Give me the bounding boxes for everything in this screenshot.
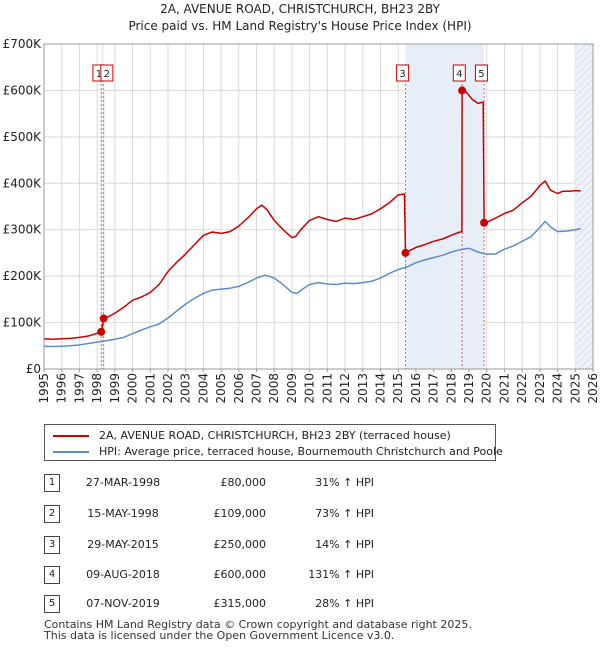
y-tick-label: £600K [3, 83, 43, 97]
y-tick-label: £400K [3, 176, 43, 190]
x-tick-label: 2023 [533, 373, 547, 404]
transaction-price: £250,000 [213, 538, 267, 551]
x-tick-label: 2015 [391, 373, 405, 404]
y-tick-label: £0 [26, 362, 41, 376]
transaction-date: 07-NOV-2019 [86, 597, 160, 610]
marker-box-2 [100, 64, 114, 82]
x-tick-label: 2020 [480, 373, 494, 404]
x-tick-label: 2019 [462, 373, 476, 404]
x-tick-label: 2000 [126, 373, 140, 404]
x-tick-label: 2013 [356, 373, 370, 404]
transaction-number: 1 [44, 474, 60, 492]
y-tick-label: £500K [3, 130, 43, 144]
marker-label-5: 5 [478, 69, 484, 80]
marker-label-3: 3 [399, 69, 405, 80]
plot-frame [43, 43, 594, 370]
transaction-date: 29-MAY-2015 [87, 538, 159, 551]
marker-box-5 [474, 64, 488, 82]
marker-label-2: 2 [104, 69, 110, 80]
transaction-date: 09-AUG-2018 [86, 568, 160, 581]
y-tick-label: £200K [3, 269, 43, 283]
marker-box-4 [452, 64, 466, 82]
transaction-hpi: 131% ↑ HPI [308, 568, 374, 581]
footer-copyright: Contains HM Land Registry data © Crown c… [44, 618, 472, 631]
x-tick-label: 2026 [586, 373, 600, 404]
x-tick-label: 2011 [320, 373, 334, 404]
x-tick-label: 1998 [90, 373, 104, 404]
x-tick-label: 2005 [214, 373, 228, 404]
transaction-hpi: 73% ↑ HPI [315, 507, 374, 520]
x-tick-label: 2007 [250, 373, 264, 404]
transaction-date: 27-MAR-1998 [85, 476, 161, 489]
transaction-number: 2 [44, 505, 60, 523]
transaction-date: 15-MAY-1998 [87, 507, 159, 520]
transaction-price: £600,000 [213, 568, 267, 581]
chart-subtitle: Price paid vs. HM Land Registry's House … [128, 19, 471, 33]
x-tick-label: 2024 [551, 373, 565, 404]
legend-label-property: 2A, AVENUE ROAD, CHRISTCHURCH, BH23 2BY … [99, 429, 451, 442]
x-tick-label: 2022 [515, 373, 529, 404]
chart-title: 2A, AVENUE ROAD, CHRISTCHURCH, BH23 2BY [160, 2, 441, 16]
y-tick-label: £700K [3, 37, 43, 51]
transaction-hpi: 31% ↑ HPI [315, 476, 374, 489]
series-line-hpi [43, 220, 581, 348]
x-tick-label: 2010 [303, 373, 317, 404]
transaction-price: £315,000 [213, 597, 267, 610]
transaction-price: £80,000 [220, 476, 267, 489]
shaded-region [101, 44, 104, 369]
x-tick-label: 1997 [72, 373, 86, 404]
transaction-number: 3 [44, 536, 60, 554]
x-tick-label: 2002 [161, 373, 175, 404]
x-tick-label: 2014 [373, 373, 387, 404]
x-tick-label: 2003 [179, 373, 193, 404]
marker-box-3 [396, 64, 410, 82]
transaction-number: 5 [44, 595, 60, 613]
x-tick-label: 2004 [196, 373, 210, 404]
series-line-property [43, 89, 581, 341]
plot-area [44, 44, 593, 369]
shaded-region [405, 44, 485, 369]
transaction-hpi: 28% ↑ HPI [315, 597, 374, 610]
x-tick-label: 1999 [108, 373, 122, 404]
x-tick-label: 2021 [497, 373, 511, 404]
footer-attribution: Contains HM Land Registry data © Crown c… [44, 619, 472, 641]
x-tick-label: 2017 [427, 373, 441, 404]
forecast-hatch-region [575, 44, 593, 369]
x-tick-label: 2001 [143, 373, 157, 404]
sale-point-3 [401, 248, 410, 257]
x-tick-label: 2009 [285, 373, 299, 404]
marker-label-4: 4 [456, 69, 462, 80]
x-tick-label: 2016 [409, 373, 423, 404]
sale-point-5 [480, 218, 489, 227]
x-tick-label: 2025 [568, 373, 582, 404]
legend-label-hpi: HPI: Average price, terraced house, Bour… [99, 445, 503, 458]
sale-point-1 [97, 327, 106, 336]
x-tick-label: 2008 [267, 373, 281, 404]
y-tick-label: £300K [3, 223, 43, 237]
x-tick-label: 1995 [37, 373, 51, 404]
chart-legend: 2A, AVENUE ROAD, CHRISTCHURCH, BH23 2BY … [44, 424, 503, 461]
x-tick-label: 1996 [55, 373, 69, 404]
price-chart: 2A, AVENUE ROAD, CHRISTCHURCH, BH23 2BY … [3, 2, 600, 404]
legend-swatch-hpi [53, 451, 89, 453]
transaction-number: 4 [44, 566, 60, 584]
transaction-price: £109,000 [213, 507, 267, 520]
sale-point-4 [458, 86, 467, 95]
x-tick-label: 2018 [444, 373, 458, 404]
y-tick-label: £100K [3, 316, 43, 330]
sale-point-2 [99, 314, 108, 323]
x-tick-label: 2012 [338, 373, 352, 404]
marker-label-1: 1 [96, 69, 102, 80]
legend-swatch-property [53, 435, 89, 437]
transaction-hpi: 14% ↑ HPI [315, 538, 374, 551]
footer-licence: This data is licensed under the Open Gov… [44, 629, 395, 642]
x-tick-label: 2006 [232, 373, 246, 404]
